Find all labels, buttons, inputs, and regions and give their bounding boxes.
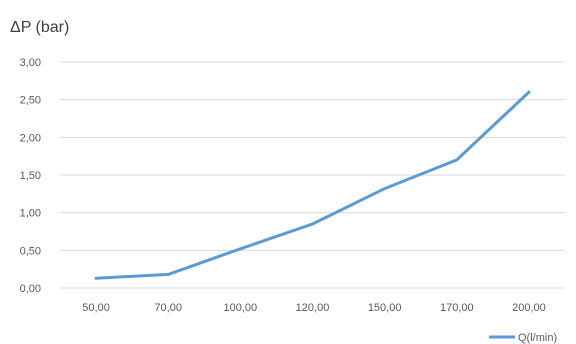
y-tick-label: 0,00: [20, 283, 41, 295]
gridlines: [60, 61, 565, 289]
y-tick-label: 0,50: [20, 245, 41, 257]
legend: Q(l/min): [489, 332, 557, 344]
y-tick-label: 2,00: [20, 132, 41, 144]
data-point: [166, 272, 170, 276]
x-tick-label: 150,00: [368, 302, 402, 314]
data-point: [311, 222, 314, 226]
legend-label: Q(l/min): [518, 332, 557, 344]
x-tick-label: 50,00: [82, 302, 110, 314]
x-tick-label: 200,00: [512, 302, 546, 314]
x-tick-label: 170,00: [440, 302, 474, 314]
x-axis-ticks: 50,00 70,00 100,00 120,00 150,00 170,00 200,00: [82, 302, 545, 314]
y-axis-ticks: 0,00 0,50 1,00 1,50 2,00 2,50 3,00: [20, 57, 41, 295]
data-point: [455, 158, 459, 162]
data-point: [238, 247, 242, 251]
data-point: [94, 276, 98, 280]
y-tick-label: 3,00: [20, 57, 41, 69]
y-tick-label: 1,00: [20, 208, 41, 220]
x-tick-label: 100,00: [224, 302, 258, 314]
series-layer: [94, 90, 531, 280]
y-tick-label: 2,50: [20, 95, 41, 107]
y-axis-title: ΔP (bar): [10, 19, 69, 36]
data-point: [527, 90, 531, 94]
x-tick-label: 120,00: [296, 302, 330, 314]
data-point: [383, 187, 387, 191]
y-tick-label: 1,50: [20, 170, 41, 182]
x-tick-label: 70,00: [154, 302, 182, 314]
